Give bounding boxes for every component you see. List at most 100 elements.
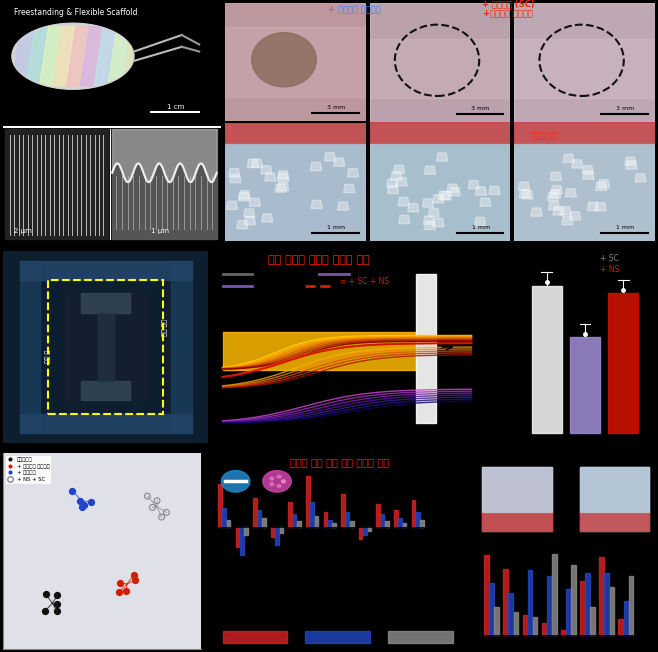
Polygon shape — [236, 527, 240, 547]
Polygon shape — [334, 158, 345, 166]
Polygon shape — [238, 192, 249, 201]
Polygon shape — [619, 619, 623, 635]
Point — [79, 500, 89, 511]
Polygon shape — [306, 477, 310, 527]
Polygon shape — [12, 27, 47, 86]
Polygon shape — [514, 3, 655, 122]
Polygon shape — [519, 182, 530, 190]
Polygon shape — [386, 179, 397, 188]
Point — [41, 589, 51, 600]
Polygon shape — [225, 145, 366, 241]
Polygon shape — [311, 502, 314, 527]
Text: 향상된 연골 형성 관련 유전자 발현: 향상된 연골 형성 관련 유전자 발현 — [290, 457, 389, 467]
Polygon shape — [547, 192, 559, 201]
Polygon shape — [64, 293, 147, 400]
Polygon shape — [569, 212, 580, 220]
Polygon shape — [370, 122, 510, 143]
Polygon shape — [468, 181, 479, 188]
Polygon shape — [532, 286, 562, 433]
Polygon shape — [582, 166, 594, 174]
Polygon shape — [80, 27, 116, 86]
Polygon shape — [385, 522, 389, 527]
Polygon shape — [225, 123, 366, 145]
Polygon shape — [398, 198, 409, 206]
Polygon shape — [81, 293, 130, 312]
Polygon shape — [585, 572, 590, 635]
Point — [152, 496, 163, 506]
Polygon shape — [221, 471, 250, 492]
Polygon shape — [449, 188, 461, 196]
Polygon shape — [624, 157, 636, 166]
Polygon shape — [226, 201, 238, 209]
Polygon shape — [547, 576, 551, 635]
Polygon shape — [20, 261, 192, 280]
Polygon shape — [399, 518, 402, 527]
Polygon shape — [482, 467, 551, 531]
Polygon shape — [20, 414, 192, 433]
Polygon shape — [489, 186, 500, 195]
Point — [147, 502, 158, 512]
Polygon shape — [580, 512, 649, 531]
Circle shape — [251, 33, 316, 87]
Point — [75, 496, 86, 506]
Polygon shape — [436, 153, 447, 161]
Polygon shape — [391, 171, 402, 180]
Polygon shape — [347, 169, 359, 177]
Polygon shape — [394, 510, 397, 527]
Text: 재생된 연골: 재생된 연골 — [531, 132, 557, 141]
Polygon shape — [519, 190, 530, 198]
Text: 1 mm: 1 mm — [616, 225, 634, 230]
Polygon shape — [262, 518, 266, 527]
Text: 3 mm: 3 mm — [327, 105, 345, 110]
Text: 제방 화적: 제방 화적 — [161, 319, 166, 336]
Polygon shape — [416, 512, 420, 527]
Polygon shape — [370, 143, 510, 241]
Polygon shape — [433, 218, 444, 227]
Polygon shape — [514, 612, 519, 635]
Polygon shape — [423, 216, 434, 224]
Point — [157, 512, 167, 522]
Polygon shape — [522, 615, 527, 635]
Polygon shape — [277, 484, 281, 488]
Polygon shape — [403, 524, 407, 527]
Point — [114, 586, 124, 597]
Polygon shape — [112, 129, 216, 239]
Polygon shape — [257, 510, 261, 527]
Legend: 미세공절술, + 첨단재생 나노소재, + 줄기세포, + NS + SC: 미세공절술, + 첨단재생 나노소재, + 줄기세포, + NS + SC — [6, 456, 51, 484]
Polygon shape — [590, 607, 595, 635]
Polygon shape — [514, 143, 655, 241]
Polygon shape — [282, 480, 286, 483]
Polygon shape — [270, 477, 274, 480]
Polygon shape — [580, 467, 649, 531]
Polygon shape — [225, 3, 366, 121]
Polygon shape — [39, 27, 74, 86]
Polygon shape — [249, 198, 261, 207]
Polygon shape — [572, 160, 583, 168]
Polygon shape — [97, 312, 114, 381]
Polygon shape — [624, 600, 628, 635]
Point — [67, 486, 78, 496]
Polygon shape — [239, 190, 250, 199]
Text: + SC: + SC — [600, 254, 619, 263]
Polygon shape — [311, 200, 322, 209]
Polygon shape — [275, 527, 279, 545]
Polygon shape — [412, 500, 415, 527]
Point — [142, 491, 153, 501]
Polygon shape — [225, 123, 366, 241]
Polygon shape — [280, 527, 283, 533]
Point — [115, 578, 126, 588]
Polygon shape — [278, 171, 289, 179]
Polygon shape — [247, 159, 259, 168]
Polygon shape — [583, 171, 594, 179]
Polygon shape — [20, 261, 40, 433]
Polygon shape — [551, 186, 563, 194]
Polygon shape — [514, 122, 655, 241]
Polygon shape — [522, 190, 533, 199]
Point — [121, 585, 132, 596]
Text: +첨단재생 나노소재: +첨단재생 나노소재 — [483, 8, 533, 17]
Polygon shape — [563, 154, 574, 162]
Polygon shape — [370, 39, 510, 98]
Polygon shape — [598, 179, 609, 188]
Polygon shape — [580, 582, 585, 635]
Text: + 첨단재생 나노소재: + 첨단재생 나노소재 — [328, 5, 380, 14]
